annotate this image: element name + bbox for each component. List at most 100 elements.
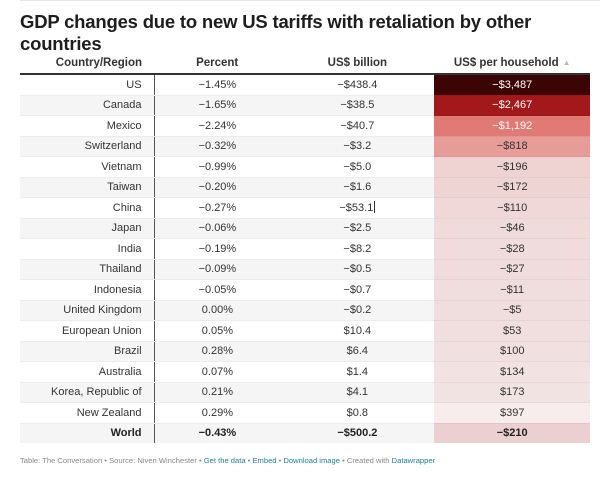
cell-billion-value: $4.1: [346, 386, 369, 399]
cell-billion: −$3.2: [280, 136, 435, 157]
table-row: Indonesia −0.05% −$0.7 −$11: [20, 279, 590, 301]
cell-country: Mexico: [20, 115, 155, 137]
cell-household-heat: −$46: [434, 218, 590, 239]
cell-billion: $0.8: [280, 402, 435, 424]
cell-country: India: [20, 238, 155, 260]
cell-billion: −$438.4: [280, 74, 435, 96]
cell-country: Japan: [20, 218, 155, 239]
column-header-household[interactable]: US$ per household ▲: [434, 52, 590, 75]
column-header-percent[interactable]: Percent: [154, 52, 281, 75]
table-row: Mexico −2.24% −$40.7 −$1,192: [20, 115, 590, 137]
cell-percent: −0.19%: [154, 238, 281, 260]
table-row: Korea, Republic of 0.21% $4.1 $173: [20, 382, 590, 403]
cell-country: Brazil: [20, 341, 155, 362]
cell-percent: 0.29%: [154, 402, 281, 424]
cell-country: Vietnam: [20, 156, 155, 178]
table-row: Switzerland −0.32% −$3.2 −$818: [20, 136, 590, 157]
cell-billion: $4.1: [280, 382, 435, 403]
total-row: World −0.43% −$500.2 −$210: [20, 423, 590, 443]
cell-billion-value: −$0.5: [343, 263, 372, 276]
cell-household-heat: −$11: [434, 279, 590, 301]
cell-household-heat: −$1,192: [434, 115, 590, 137]
cell-billion-value: $10.4: [343, 324, 372, 337]
cell-household-heat: −$3,487: [434, 74, 590, 96]
cell-country: European Union: [20, 320, 155, 342]
source-credit: Source: Niven Winchester: [109, 456, 197, 465]
cell-percent: 0.05%: [154, 320, 281, 342]
table-row: US −1.45% −$438.4 −$3,487: [20, 74, 590, 96]
cell-country: Australia: [20, 361, 155, 383]
cell-billion: −$1.6: [280, 177, 435, 198]
cell-billion: −$5.0: [280, 156, 435, 178]
cell-percent: −0.32%: [154, 136, 281, 157]
cell-billion-value: −$0.7: [343, 283, 372, 296]
cell-country: Indonesia: [20, 279, 155, 301]
cell-billion-value: $1.4: [346, 365, 369, 378]
table-row: Thailand −0.09% −$0.5 −$27: [20, 259, 590, 280]
table-row: United Kingdom 0.00% −$0.2 −$5: [20, 300, 590, 321]
cell-billion-value: −$38.5: [340, 99, 375, 112]
cell-percent: −1.65%: [154, 95, 281, 116]
column-header-billion[interactable]: US$ billion: [280, 52, 435, 75]
table-row: New Zealand 0.29% $0.8 $397: [20, 402, 590, 424]
cell-billion: $1.4: [280, 361, 435, 383]
cell-household-heat: $173: [434, 382, 590, 403]
cell-country: Canada: [20, 95, 155, 116]
cell-billion-value: −$5.0: [343, 160, 372, 173]
cell-percent: −0.06%: [154, 218, 281, 239]
table-row: Australia 0.07% $1.4 $134: [20, 361, 590, 383]
cell-billion-value: −$438.4: [337, 78, 378, 91]
cell-household-heat: −$27: [434, 259, 590, 280]
column-header-country[interactable]: Country/Region: [20, 52, 155, 75]
cell-percent: −0.27%: [154, 197, 281, 219]
table-row: China −0.27% −$53.1 −$110: [20, 197, 590, 219]
cell-billion: −$0.7: [280, 279, 435, 301]
table-row: Vietnam −0.99% −$5.0 −$196: [20, 156, 590, 178]
cell-percent: −1.45%: [154, 74, 281, 96]
table-body: US −1.45% −$438.4 −$3,487 Canada −1.65% −$38.5…: [20, 74, 590, 443]
separator: •: [245, 456, 253, 465]
cell-billion: −$53.1: [280, 197, 435, 219]
table-row: Canada −1.65% −$38.5 −$2,467: [20, 95, 590, 116]
table-row: European Union 0.05% $10.4 $53: [20, 320, 590, 342]
cell-household-heat: −$110: [434, 197, 590, 219]
cell-billion-value: −$500.2: [337, 427, 378, 440]
chart-title: GDP changes due to new US tariffs with r…: [20, 11, 532, 54]
cell-billion: −$40.7: [280, 115, 435, 137]
cell-percent: 0.21%: [154, 382, 281, 403]
cell-country: US: [20, 74, 155, 96]
cell-household-heat: −$28: [434, 238, 590, 260]
cell-household-heat: $53: [434, 320, 590, 342]
cell-percent: 0.07%: [154, 361, 281, 383]
separator: •: [276, 456, 284, 465]
created-with-label: Created with: [346, 456, 390, 465]
cell-billion: −$0.5: [280, 259, 435, 280]
cell-household-heat: −$818: [434, 136, 590, 157]
get-data-link[interactable]: Get the data: [203, 456, 246, 465]
cell-country: World: [20, 423, 155, 443]
table-row: India −0.19% −$8.2 −$28: [20, 238, 590, 260]
cell-percent: −2.24%: [154, 115, 281, 137]
cell-percent: −0.09%: [154, 259, 281, 280]
cell-billion-value: −$3.2: [343, 140, 372, 153]
sort-ascending-icon[interactable]: ▲: [562, 57, 571, 67]
cell-household-heat: −$210: [434, 423, 590, 443]
cell-billion: −$38.5: [280, 95, 435, 116]
embed-link[interactable]: Embed: [252, 456, 277, 465]
cell-household-heat: −$5: [434, 300, 590, 321]
data-table: Country/Region Percent US$ billion US$ p…: [20, 52, 590, 443]
cell-billion-value: −$8.2: [343, 242, 372, 255]
separator: •: [196, 456, 204, 465]
cell-household-heat: −$196: [434, 156, 590, 178]
cell-billion: −$500.2: [280, 423, 435, 443]
cell-percent: −0.99%: [154, 156, 281, 178]
datawrapper-link[interactable]: Datawrapper: [391, 456, 436, 465]
cell-country: China: [20, 197, 155, 219]
cell-billion: −$0.2: [280, 300, 435, 321]
cell-country: Switzerland: [20, 136, 155, 157]
cell-household-heat: $397: [434, 402, 590, 424]
download-image-link[interactable]: Download image: [283, 456, 340, 465]
top-divider: [20, 0, 600, 1]
cell-billion-value: −$40.7: [340, 119, 375, 132]
cell-percent: −0.20%: [154, 177, 281, 198]
